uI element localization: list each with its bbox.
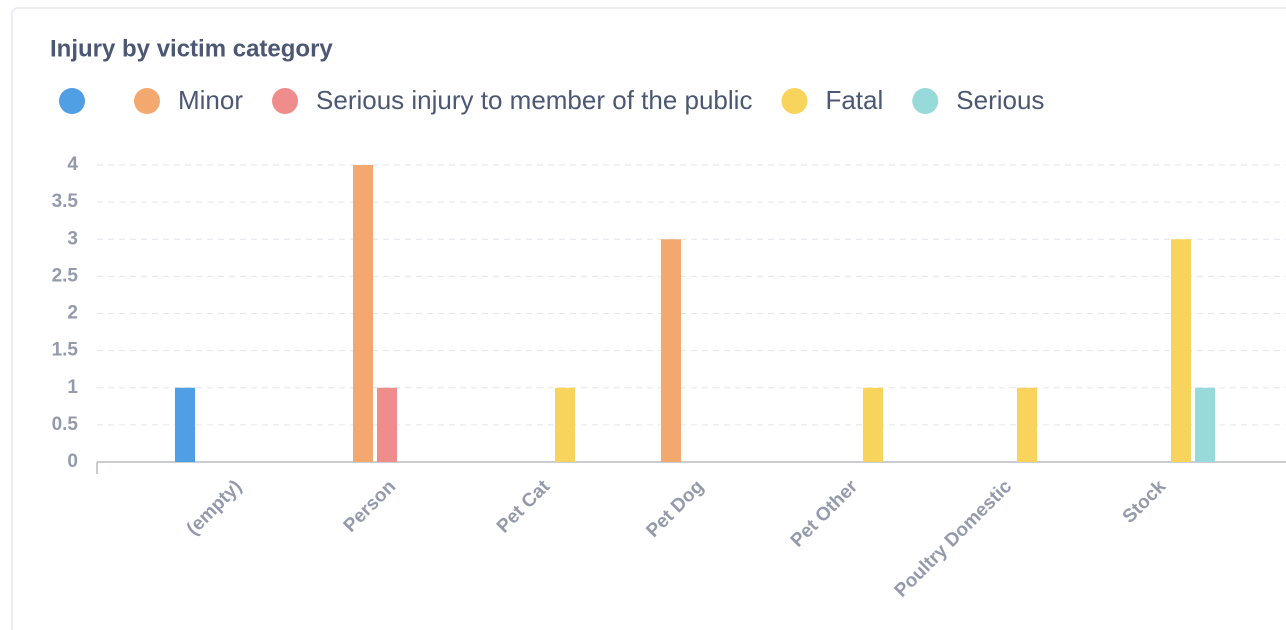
y-tick-label: 1	[67, 377, 78, 398]
card	[11, 7, 1286, 630]
bar	[863, 387, 883, 462]
y-tick-label: 2.5	[52, 265, 79, 286]
legend-marker	[912, 88, 939, 114]
bar	[555, 387, 575, 462]
chart-title: Injury by victim category	[50, 35, 333, 62]
bar	[1017, 387, 1037, 462]
y-tick-label: 1.5	[52, 340, 79, 361]
bar	[377, 387, 397, 462]
legend-label: Minor	[178, 85, 243, 115]
y-tick-label: 3.5	[52, 191, 79, 212]
legend-marker	[272, 88, 299, 114]
legend-label: Serious	[956, 85, 1044, 115]
bar	[1171, 239, 1191, 462]
y-tick-label: 4	[67, 154, 78, 175]
bar	[661, 239, 681, 462]
legend-label: Fatal	[825, 85, 883, 115]
y-tick-label: 2	[67, 303, 78, 324]
y-tick-label: 0.5	[52, 414, 79, 435]
bar	[353, 165, 373, 462]
y-tick-label: 0	[67, 451, 78, 472]
bar	[175, 387, 195, 462]
legend-label: Serious injury to member of the public	[316, 85, 752, 115]
bar	[1195, 387, 1215, 462]
legend-marker	[781, 88, 808, 114]
y-tick-label: 3	[67, 228, 78, 249]
legend-marker	[59, 88, 85, 114]
legend-marker	[134, 88, 160, 114]
